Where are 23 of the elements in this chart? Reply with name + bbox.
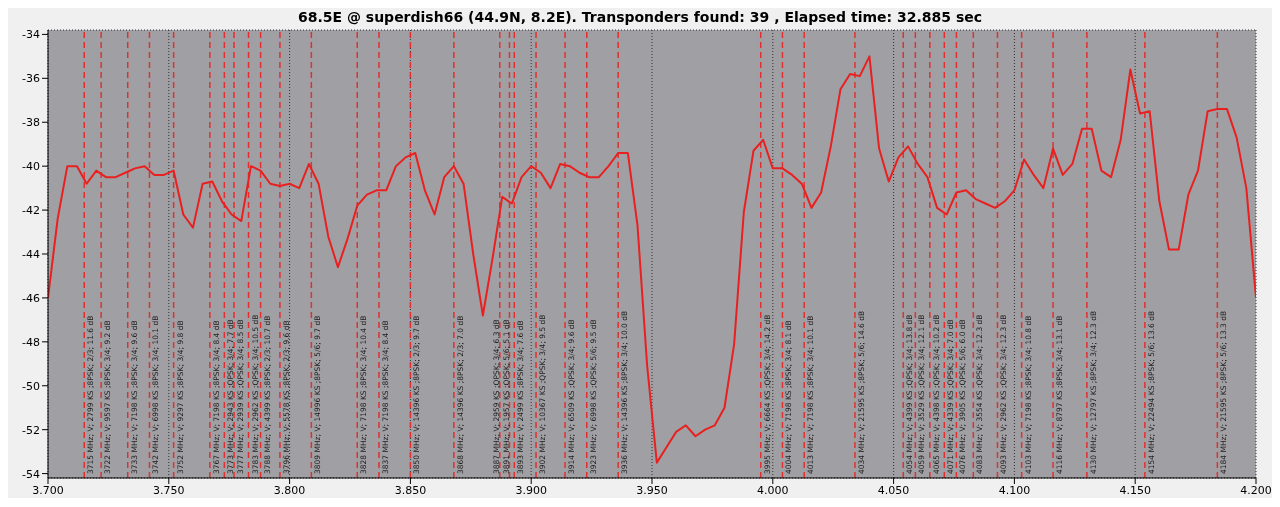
y-tick-label: -46 (22, 291, 40, 305)
y-tick-label: -44 (22, 247, 40, 261)
x-tick-label: 3.800 (273, 483, 306, 497)
y-tick-label: -54 (22, 467, 40, 481)
x-tick-label: 3.700 (32, 483, 64, 497)
y-tick-label: -52 (22, 423, 40, 437)
x-tick-label: 3.950 (636, 483, 668, 497)
y-tick-label: -48 (22, 335, 40, 349)
y-tick-label: -50 (22, 379, 40, 393)
y-tick-label: -38 (22, 116, 40, 130)
y-tick-label: -36 (22, 72, 40, 86)
y-tick-label: -34 (22, 28, 40, 42)
x-tick-label: 3.900 (515, 483, 547, 497)
x-tick-label: 4.050 (877, 483, 910, 497)
x-tick-label: 4.200 (1240, 483, 1272, 497)
x-tick-label: 3.850 (394, 483, 427, 497)
x-tick-label: 4.100 (998, 483, 1031, 497)
chart-title: 68.5E @ superdish66 (44.9N, 8.2E). Transponders found: 39 , Elapsed time: 32.885 sec (296, 8, 984, 26)
x-tick-label: 4.000 (757, 483, 789, 497)
x-tick-label: 4.150 (1119, 483, 1151, 497)
y-tick-label: -42 (22, 203, 40, 217)
x-tick-label: 3.750 (153, 483, 185, 497)
y-tick-label: -40 (22, 160, 40, 174)
